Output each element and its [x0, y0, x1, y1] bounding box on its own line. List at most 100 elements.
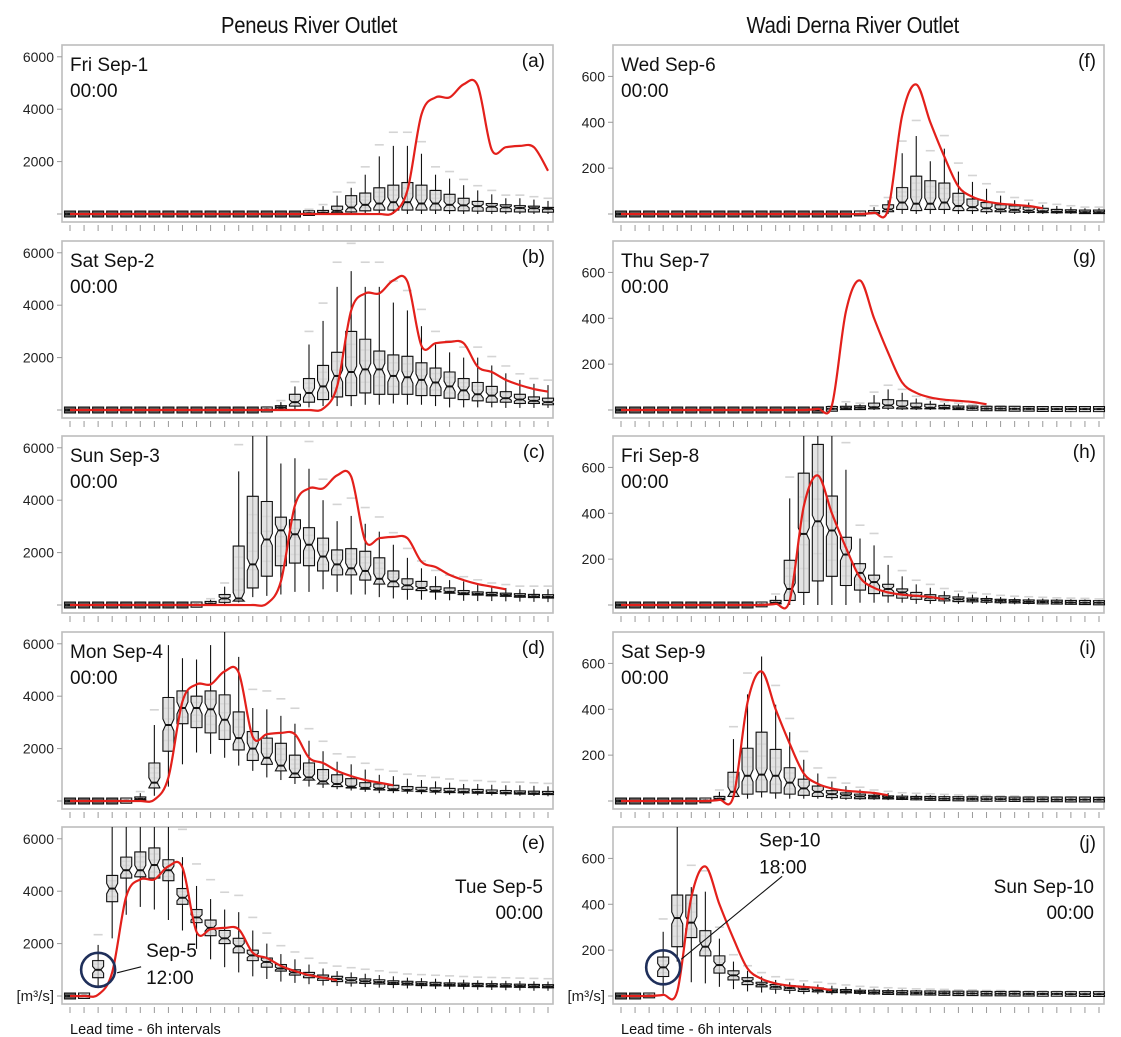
box-10 [741, 672, 754, 799]
forecast-init-time: 00:00 [621, 472, 669, 493]
box-23 [924, 988, 937, 996]
box-5 [671, 827, 684, 962]
box-26 [966, 591, 979, 604]
box-34 [527, 977, 540, 991]
notched-box [317, 364, 330, 401]
annotation-leader-line [116, 966, 142, 974]
box-29 [1008, 795, 1021, 803]
forecast-init-time: 00:00 [621, 277, 669, 298]
box-29 [1008, 405, 1021, 412]
box-35 [1092, 598, 1106, 606]
box-27 [980, 989, 993, 997]
notched-box [372, 557, 386, 585]
box-14 [246, 916, 259, 977]
notched-box [148, 847, 161, 879]
box-33 [1064, 796, 1077, 803]
right-column-title: Wadi Derna River Outlet [746, 12, 960, 38]
forecast-init-date: Fri Sep-8 [621, 446, 699, 467]
box-30 [1022, 405, 1035, 412]
y-tick-label: 200 [582, 551, 606, 567]
box-17 [288, 458, 301, 592]
box-31 [485, 780, 498, 796]
box-28 [994, 989, 1007, 997]
x-axis-label: Lead time - 6h intervals [621, 1022, 772, 1037]
box-25 [401, 973, 414, 989]
y-tick-label: 4000 [23, 297, 54, 313]
box-27 [980, 405, 993, 412]
box-8 [162, 645, 175, 787]
notched-box [952, 192, 965, 212]
box-29 [457, 779, 470, 795]
box-25 [401, 547, 414, 600]
box-13 [232, 894, 245, 973]
forecast-init-date: Thu Sep-7 [621, 251, 710, 272]
panel-b: 2000 4000 6000 (b) Sat Sep-2 00:00 [23, 240, 555, 427]
box-24 [387, 971, 400, 989]
box-11 [755, 971, 768, 993]
box-26 [415, 560, 428, 600]
notched-box [232, 711, 245, 751]
box-22 [359, 506, 372, 595]
box-22 [359, 762, 372, 792]
box-25 [952, 162, 965, 214]
y-tick-label: 400 [582, 114, 606, 130]
box-27 [429, 569, 442, 600]
box-12 [769, 684, 782, 799]
notched-box [246, 731, 259, 761]
box-23 [924, 793, 937, 801]
forecast-init-date: Sat Sep-9 [621, 642, 706, 663]
box-29 [457, 975, 470, 990]
box-19 [868, 789, 881, 800]
panel-f: 200 400 600 (f) Wed Sep-6 00:00 [582, 44, 1106, 231]
highlight-circle [79, 951, 117, 989]
notched-box [317, 537, 330, 572]
box-32 [1050, 405, 1063, 412]
box-19 [868, 391, 881, 410]
box-21 [345, 756, 358, 791]
box-24 [387, 280, 400, 404]
notched-box [882, 399, 895, 409]
box-30 [1022, 990, 1035, 997]
box-9 [727, 953, 740, 990]
forecast-init-date: Sun Sep-10 [994, 877, 1094, 898]
notched-box [373, 350, 386, 395]
box-25 [952, 590, 965, 604]
notched-box [204, 690, 217, 734]
notched-box [387, 570, 400, 588]
notched-box [359, 338, 372, 394]
notched-box [825, 495, 838, 577]
y-tick-label: 2000 [23, 350, 54, 366]
box-32 [1050, 990, 1063, 997]
notched-box [134, 851, 147, 878]
annotation-time: 12:00 [146, 968, 194, 989]
box-34 [1078, 796, 1091, 803]
notched-box [896, 400, 909, 410]
notched-box [246, 495, 259, 589]
notched-box [994, 204, 1007, 213]
box-29 [457, 575, 470, 601]
notched-box [260, 737, 273, 765]
forecast-init-date: Tue Sep-5 [455, 877, 543, 898]
notched-box [741, 747, 754, 795]
box-18 [853, 402, 867, 411]
box-26 [415, 973, 428, 989]
box-21 [345, 181, 358, 214]
box-33 [1064, 597, 1077, 605]
box-32 [499, 583, 512, 602]
x-axis-label: Lead time - 6h intervals [70, 1022, 221, 1037]
notched-box [331, 351, 344, 398]
box-14 [797, 980, 810, 995]
box-32 [499, 976, 512, 991]
y-tick-label: 400 [582, 505, 606, 521]
box-26 [415, 140, 428, 214]
left-column-title: Peneus River Outlet [221, 12, 398, 38]
box-19 [317, 478, 330, 590]
y-tick-label: [m³/s] [568, 988, 606, 1005]
box-4 [106, 827, 119, 939]
notched-box [415, 580, 428, 592]
observed-discharge-line [69, 665, 394, 803]
box-35 [1092, 206, 1106, 215]
box-17 [288, 380, 301, 410]
notched-box [401, 355, 414, 395]
